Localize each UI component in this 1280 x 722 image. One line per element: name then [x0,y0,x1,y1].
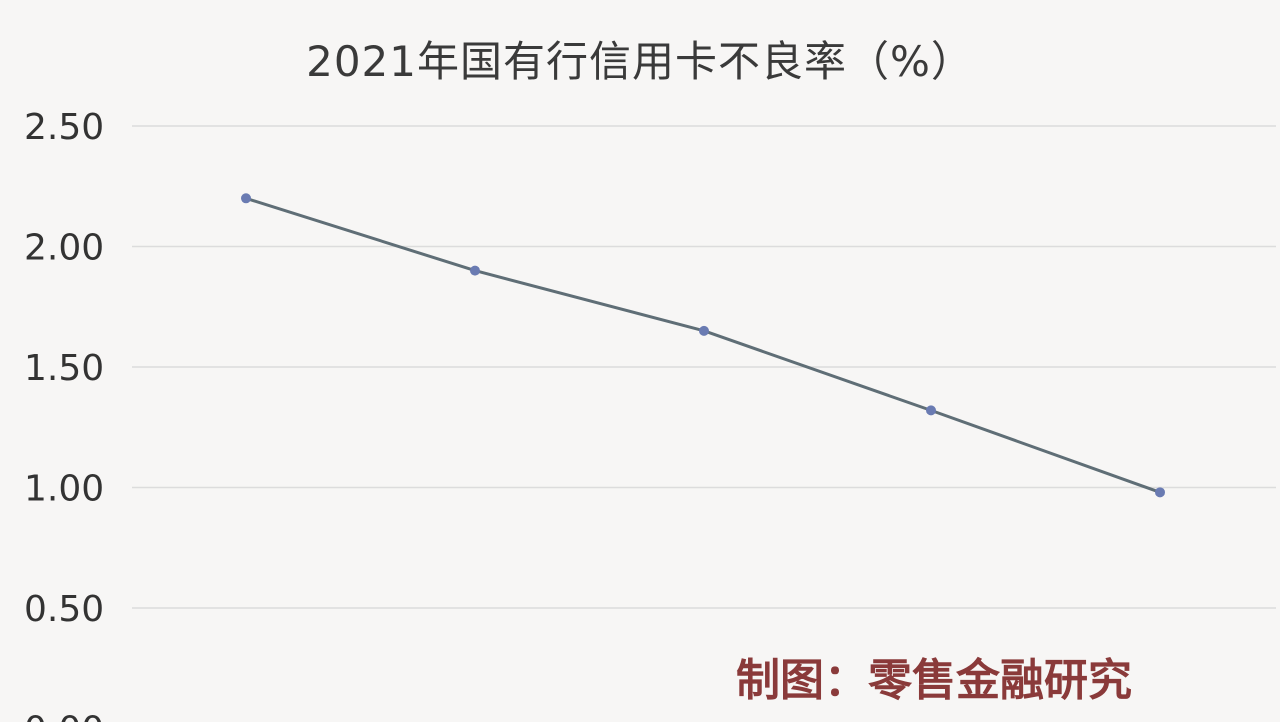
series-line [245,196,1161,494]
data-point [926,405,936,416]
y-axis-ticks: 0.00 0.50 1.00 1.50 2.00 2.50 [24,107,104,722]
y-tick-label: 1.00 [24,469,104,510]
chart-title: 2021年国有行信用卡不良率（%） [306,37,974,86]
data-point [241,193,251,204]
y-tick-label: 1.50 [24,348,104,389]
y-tick-label: 2.50 [24,107,104,148]
data-point [699,325,709,336]
gridlines [132,125,1276,609]
series-layer [241,193,1165,498]
data-point [470,265,480,276]
y-tick-label: 2.00 [24,228,104,269]
y-tick-label: 0.50 [24,589,104,630]
y-tick-label: 0.00 [24,710,104,722]
data-point [1155,487,1165,498]
watermark-credit: 制图：零售金融研究 [736,655,1132,706]
